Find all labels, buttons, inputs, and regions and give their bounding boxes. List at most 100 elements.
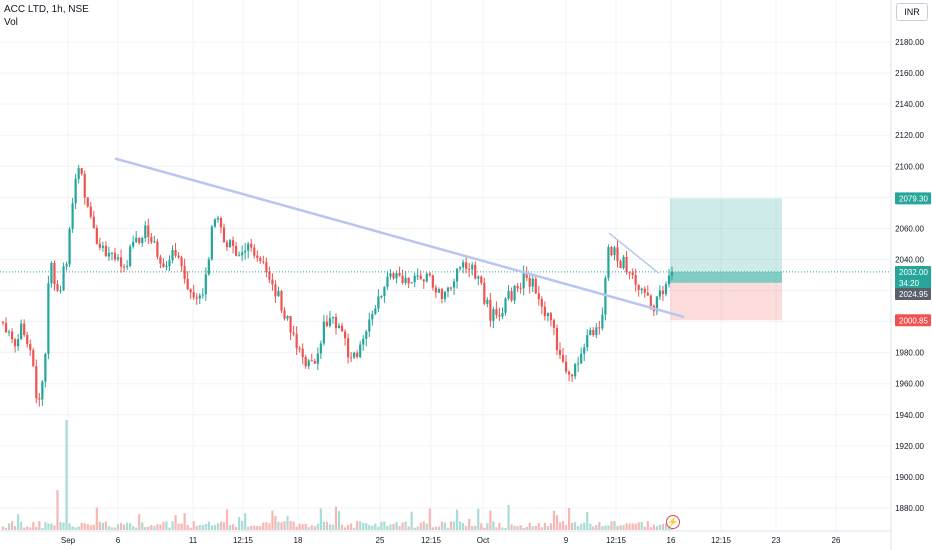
volume-bar bbox=[413, 527, 416, 530]
candle-body bbox=[165, 265, 168, 268]
candle-body bbox=[180, 257, 183, 267]
volume-bar bbox=[437, 526, 441, 530]
candle-body bbox=[68, 228, 71, 265]
candle-body bbox=[325, 321, 329, 327]
candle-body bbox=[422, 279, 425, 282]
y-tick-label: 1880.00 bbox=[895, 504, 924, 513]
candle-body bbox=[546, 313, 549, 317]
open-profit-zone bbox=[670, 271, 782, 283]
candle-body bbox=[495, 309, 498, 316]
candle-body bbox=[480, 276, 483, 283]
volume-bar bbox=[552, 510, 556, 530]
volume-bar bbox=[474, 525, 477, 530]
candle-body bbox=[228, 240, 232, 248]
x-tick-label: 9 bbox=[564, 536, 569, 545]
volume-bar bbox=[292, 521, 295, 530]
candle-body bbox=[213, 219, 217, 227]
volume-bar bbox=[607, 525, 610, 530]
y-tick-label: 2160.00 bbox=[895, 69, 924, 78]
volume-bar bbox=[29, 527, 32, 530]
candle-body bbox=[328, 318, 332, 327]
volume-bar bbox=[480, 523, 483, 530]
candle-body bbox=[210, 226, 213, 260]
candle-body bbox=[504, 298, 507, 313]
volume-bar bbox=[74, 527, 77, 530]
volume-bar bbox=[265, 522, 268, 530]
trendlines[interactable] bbox=[114, 157, 685, 319]
candle-body bbox=[664, 284, 668, 295]
volume-bar bbox=[159, 524, 162, 530]
x-tick-label: 18 bbox=[294, 536, 303, 545]
volume-bar bbox=[525, 526, 528, 530]
volume-bar bbox=[262, 522, 265, 530]
candle-body bbox=[17, 339, 20, 347]
volume-bar bbox=[32, 522, 35, 530]
volume-bar bbox=[343, 527, 347, 530]
candle-body bbox=[465, 262, 468, 269]
candle-body bbox=[401, 275, 404, 283]
volume-bar bbox=[126, 522, 129, 530]
volume-bar bbox=[107, 526, 111, 530]
candle-body bbox=[498, 315, 501, 317]
volume-bar bbox=[652, 524, 655, 530]
volume-bar bbox=[44, 522, 47, 530]
candle-body bbox=[319, 343, 322, 354]
currency-button[interactable]: INR bbox=[896, 3, 928, 21]
y-tick-label: 1900.00 bbox=[895, 473, 924, 482]
candle-body bbox=[543, 306, 546, 317]
volume-bar bbox=[62, 522, 65, 530]
candle-body bbox=[292, 332, 295, 335]
candle-body bbox=[153, 241, 156, 243]
candle-body bbox=[32, 350, 35, 367]
volume-bar bbox=[86, 524, 89, 530]
volume-bar bbox=[20, 521, 23, 530]
candle-body bbox=[71, 203, 74, 229]
time-axis[interactable]: Sep 6 11 12:15 18 25 12:15 Oct 9 12:15 16 12:15 23 26 bbox=[61, 536, 841, 545]
candle-body bbox=[428, 273, 431, 276]
candle-body bbox=[416, 275, 419, 277]
long-position-tool[interactable] bbox=[670, 198, 782, 321]
volume-bar bbox=[23, 527, 26, 530]
volume-bar bbox=[537, 523, 540, 530]
candle-body bbox=[307, 360, 310, 367]
candle-body bbox=[322, 321, 325, 344]
volume-bar bbox=[268, 523, 271, 530]
candle-body bbox=[89, 206, 92, 217]
volume-bar bbox=[401, 522, 404, 530]
candle-body bbox=[601, 314, 604, 329]
y-tick-label: 2120.00 bbox=[895, 131, 924, 140]
candle-body bbox=[53, 263, 56, 285]
volume-bar bbox=[204, 523, 207, 530]
volume-bar bbox=[92, 524, 95, 530]
volume-bar bbox=[567, 508, 571, 530]
candle-body bbox=[23, 323, 26, 335]
grid-lines bbox=[0, 0, 891, 531]
candle-body bbox=[44, 353, 47, 382]
candle-body bbox=[670, 271, 674, 276]
volume-bar bbox=[174, 515, 177, 530]
volume-bar bbox=[489, 510, 492, 530]
lightning-icon[interactable]: ⚡ bbox=[666, 515, 680, 529]
candle-body bbox=[661, 290, 665, 295]
volume-bar bbox=[628, 523, 631, 530]
volume-bar bbox=[10, 521, 14, 530]
candle-body bbox=[56, 284, 59, 291]
volume-bar bbox=[619, 525, 622, 530]
volume-bar bbox=[277, 521, 280, 530]
volume-bar bbox=[68, 523, 71, 530]
candle-body bbox=[283, 310, 286, 319]
candle-body bbox=[619, 261, 622, 269]
volume-bar bbox=[98, 521, 101, 530]
candle-body bbox=[277, 291, 280, 297]
volume-bar bbox=[253, 525, 256, 530]
x-tick-label: 25 bbox=[376, 536, 385, 545]
candle-body bbox=[92, 216, 95, 228]
volume-bar bbox=[574, 522, 577, 530]
candle-body bbox=[186, 278, 189, 290]
candle-body bbox=[589, 330, 592, 336]
volume-bar bbox=[53, 525, 56, 530]
candle-body bbox=[492, 309, 495, 321]
symbol-title: ACC LTD, 1h, NSE bbox=[4, 4, 89, 15]
